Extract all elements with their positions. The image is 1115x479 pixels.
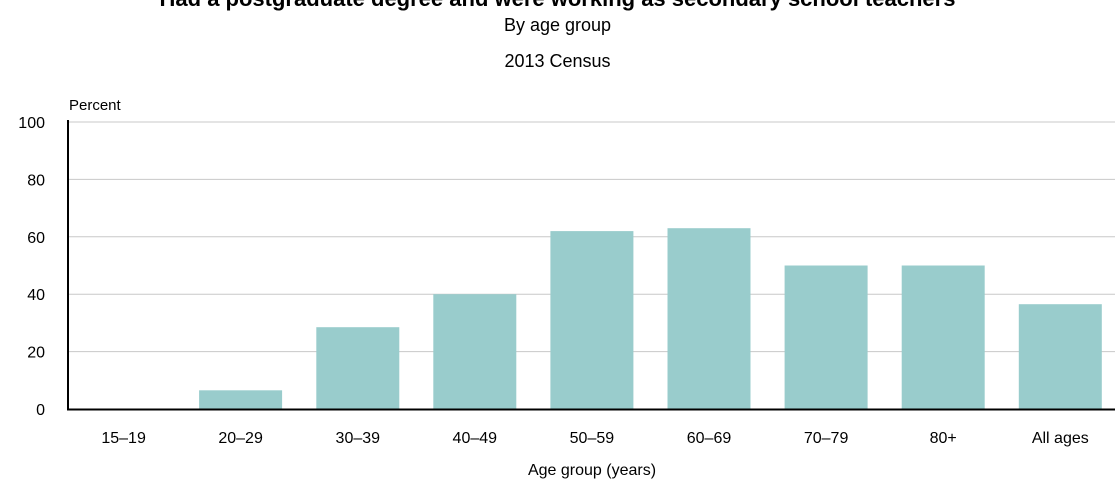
y-tick-label: 80 bbox=[27, 172, 45, 189]
x-tick-label: 15–19 bbox=[101, 430, 146, 447]
bar bbox=[667, 228, 751, 409]
bar bbox=[199, 390, 283, 409]
bar bbox=[316, 327, 400, 409]
y-axis-label: Percent bbox=[69, 97, 122, 114]
axes bbox=[67, 120, 1115, 411]
bar bbox=[433, 294, 517, 409]
y-tick-label: 60 bbox=[27, 230, 45, 247]
bar bbox=[784, 265, 868, 409]
y-tick-label: 100 bbox=[18, 115, 45, 132]
x-axis-label: Age group (years) bbox=[528, 462, 656, 479]
chart-title: Had a postgraduate degree and were worki… bbox=[0, 0, 1115, 11]
bar bbox=[1018, 304, 1102, 409]
chart-subtitle-census: 2013 Census bbox=[504, 51, 611, 71]
x-tick-label: 50–59 bbox=[570, 430, 615, 447]
bars bbox=[199, 228, 1102, 409]
x-tick-label: 80+ bbox=[930, 430, 957, 447]
bar bbox=[901, 265, 985, 409]
x-tick-label: 60–69 bbox=[687, 430, 732, 447]
x-tick-label: 40–49 bbox=[453, 430, 498, 447]
axis-labels: 0 20 40 60 80 100 15–19 20–29 30–39 40–49 50–59 60–… bbox=[18, 97, 1088, 479]
x-tick-label: 20–29 bbox=[218, 430, 263, 447]
bar bbox=[550, 231, 634, 409]
x-tick-label: 30–39 bbox=[336, 430, 381, 447]
y-tick-label: 0 bbox=[36, 402, 45, 419]
x-tick-label: 70–79 bbox=[804, 430, 849, 447]
chart-subtitle: By age group bbox=[503, 15, 612, 35]
y-tick-label: 40 bbox=[27, 287, 45, 304]
x-tick-label: All ages bbox=[1032, 430, 1089, 447]
y-tick-label: 20 bbox=[27, 345, 45, 362]
